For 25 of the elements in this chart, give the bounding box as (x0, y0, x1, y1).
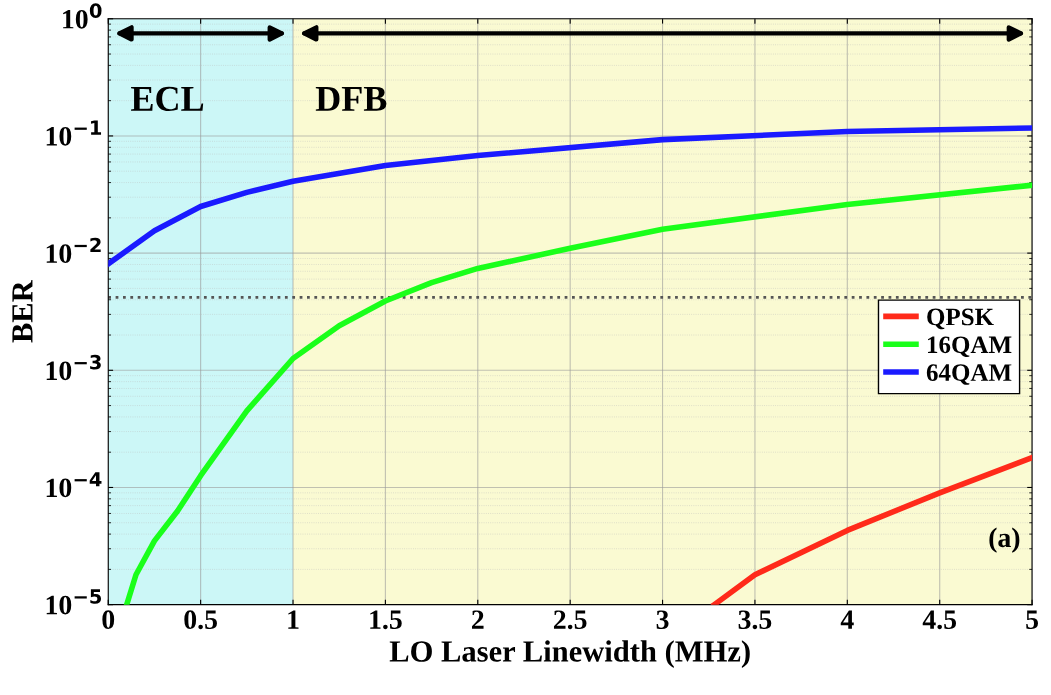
y-tick-label: 10$^{−1}$ (46, 120, 102, 146)
x-tick-label: 5 (1026, 610, 1039, 630)
x-tick-label: 2.5 (553, 610, 587, 630)
x-tick-label: 1 (288, 610, 299, 629)
x-tick-label: 0 (102, 610, 115, 630)
y-tick-label: 10$^{−4}$ (46, 472, 102, 498)
legend-label: 64QAM (926, 364, 1012, 385)
x-tick-label: 3 (656, 610, 669, 630)
x-tick-label: 0.5 (184, 610, 217, 630)
x-tick-label: 4 (840, 610, 854, 629)
x-axis-title: LO Laser Linewidth (MHz) (389, 640, 750, 668)
x-tick-label: 1.5 (370, 610, 402, 630)
y-tick-label: 10$^{−5}$ (46, 589, 102, 615)
legend-label: 16QAM (927, 336, 1012, 357)
y-tick-label: 10$^{0}$ (63, 3, 102, 29)
legend-label: QPSK (927, 308, 994, 330)
y-axis-title: BER (12, 280, 33, 343)
y-tick-label: 10$^{−2}$ (46, 237, 101, 263)
x-tick-label: 4.5 (922, 610, 957, 630)
x-tick-label: 3.5 (738, 610, 772, 630)
annotation: (a) (989, 527, 1020, 553)
band-label: DFB (315, 87, 387, 111)
y-tick-label: 10$^{−3}$ (46, 354, 101, 381)
band-label: ECL (131, 86, 204, 112)
x-tick-label: 2 (472, 610, 484, 629)
